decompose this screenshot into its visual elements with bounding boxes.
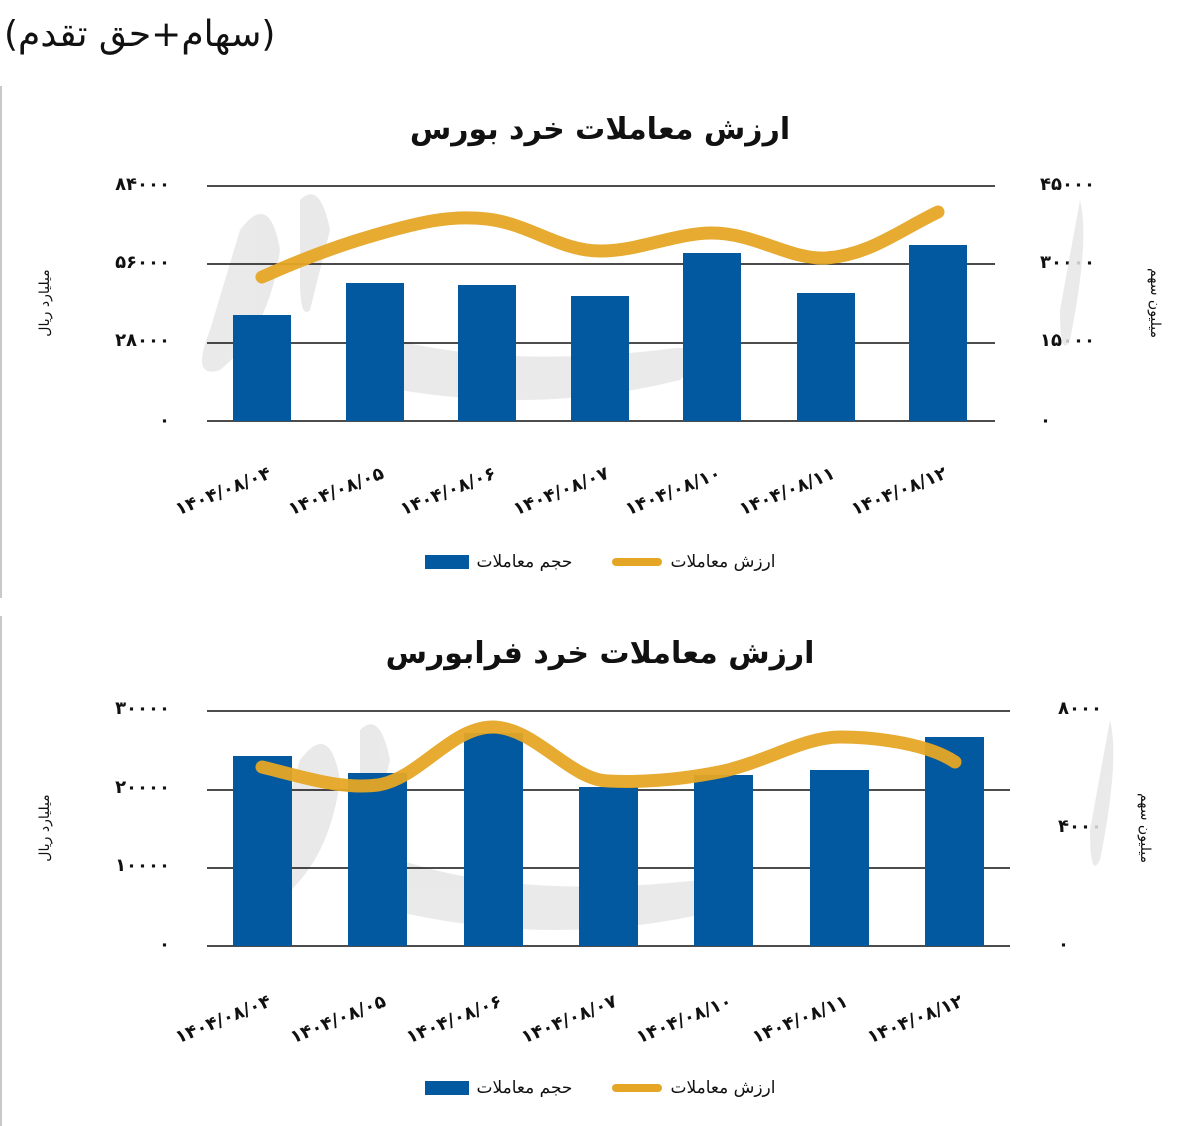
line-swatch-icon	[612, 558, 663, 566]
legend-item-bar: حجم معاملات	[424, 552, 573, 572]
legend-item-bar: حجم معاملات	[424, 1078, 573, 1098]
legend: ارزش معاملات حجم معاملات	[0, 552, 1200, 572]
left-tick: ۸۴۰۰۰	[115, 174, 170, 195]
chart-plot	[207, 710, 1114, 947]
bar	[694, 775, 753, 946]
legend: ارزش معاملات حجم معاملات	[0, 1078, 1200, 1098]
bar	[909, 245, 967, 421]
left-tick: ۰	[159, 934, 170, 955]
right-tick: ۸۰۰۰	[1058, 698, 1102, 719]
bar-swatch-icon	[424, 555, 469, 569]
line-swatch-icon	[612, 1084, 663, 1092]
bar-series	[233, 733, 984, 946]
right-tick: ۰	[1040, 410, 1051, 431]
left-tick: ۳۰۰۰۰	[115, 698, 170, 719]
bar	[683, 253, 741, 421]
bar	[348, 773, 407, 946]
bar	[797, 293, 855, 421]
chart-title: ارزش معاملات خرد فرابورس	[385, 636, 815, 671]
legend-label: حجم معاملات	[476, 1078, 573, 1098]
bar	[571, 296, 629, 421]
left-tick: ۲۰۰۰۰	[115, 777, 170, 798]
bar	[925, 737, 984, 946]
left-tick: ۰	[159, 410, 170, 431]
legend-item-line: ارزش معاملات	[612, 1078, 776, 1098]
left-tick: ۵۶۰۰۰	[115, 252, 170, 273]
chart-plot	[202, 185, 1084, 422]
line-series	[255, 720, 962, 793]
bar	[810, 770, 869, 946]
bar	[458, 285, 516, 421]
legend-item-line: ارزش معاملات	[612, 552, 776, 572]
bar	[233, 315, 291, 421]
legend-label: ارزش معاملات	[670, 1078, 776, 1098]
left-tick: ۱۰۰۰۰	[115, 855, 170, 876]
right-tick: ۰	[1058, 934, 1069, 955]
legend-label: حجم معاملات	[476, 552, 573, 572]
panel-divider	[0, 86, 2, 598]
page-title: (سهام+حق تقدم)	[4, 14, 276, 55]
right-tick: ۴۵۰۰۰	[1040, 174, 1095, 195]
left-tick: ۲۸۰۰۰	[115, 330, 170, 351]
legend-label: ارزش معاملات	[670, 552, 776, 572]
bar	[346, 283, 404, 421]
bar	[464, 733, 523, 946]
bar	[233, 756, 292, 946]
chart-title: ارزش معاملات خرد بورس	[409, 112, 791, 147]
bar-swatch-icon	[424, 1081, 469, 1095]
line-series	[255, 205, 945, 284]
panel-divider	[0, 616, 2, 1126]
bar	[579, 787, 638, 946]
bar-series	[233, 245, 967, 421]
